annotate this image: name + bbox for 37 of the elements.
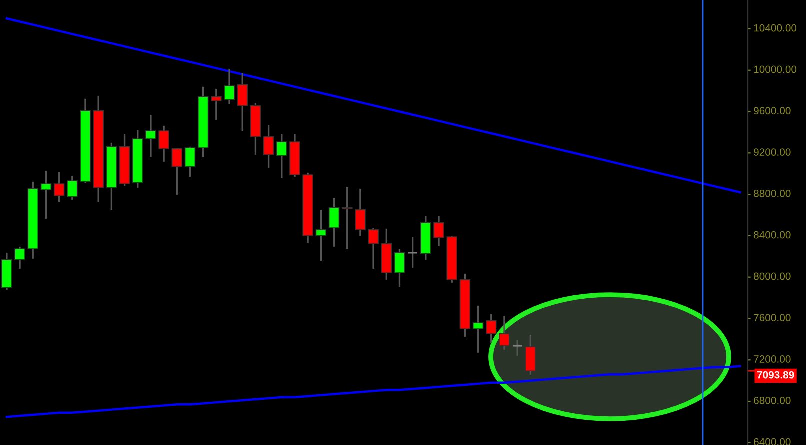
line-series <box>6 365 742 418</box>
y-tick-label: 8400.00 <box>754 231 791 239</box>
candlestick <box>172 147 183 196</box>
candlestick <box>342 186 353 250</box>
candlestick <box>211 88 222 121</box>
y-tick-label: 8000.00 <box>754 272 791 280</box>
y-tick-label: 10000.00 <box>754 66 797 74</box>
text: 7093.89 <box>757 371 794 379</box>
candlestick <box>472 305 484 354</box>
candlestick <box>355 188 366 237</box>
candlestick <box>316 209 327 262</box>
candlestick <box>14 246 26 270</box>
candlestick <box>224 68 235 105</box>
candlestick <box>434 215 444 247</box>
candlestick <box>407 236 418 269</box>
candlestick <box>54 171 65 203</box>
candlestick <box>499 315 510 351</box>
candlestick <box>512 339 523 357</box>
candlestick <box>276 133 288 179</box>
y-tick-label: 9600.00 <box>754 107 791 115</box>
y-tick-label: 6800.00 <box>754 396 791 404</box>
candlestick <box>158 125 170 163</box>
candlestick <box>328 197 340 248</box>
candlestick <box>394 248 406 288</box>
candlestick <box>237 72 248 132</box>
y-tick-label: 7200.00 <box>754 356 791 363</box>
candlestick <box>368 227 379 270</box>
candlestick <box>146 114 156 158</box>
candlestick <box>67 175 78 201</box>
y-tick-label: 10400.00 <box>754 24 797 32</box>
line-series <box>6 18 742 194</box>
y-tick-label: 7600.00 <box>754 314 791 322</box>
candlestick <box>40 170 52 220</box>
candlestick <box>263 124 274 169</box>
candlestick <box>184 146 196 178</box>
y-tick-label: 9200.00 <box>754 148 791 156</box>
y-tick-label: 8800.00 <box>754 190 791 198</box>
